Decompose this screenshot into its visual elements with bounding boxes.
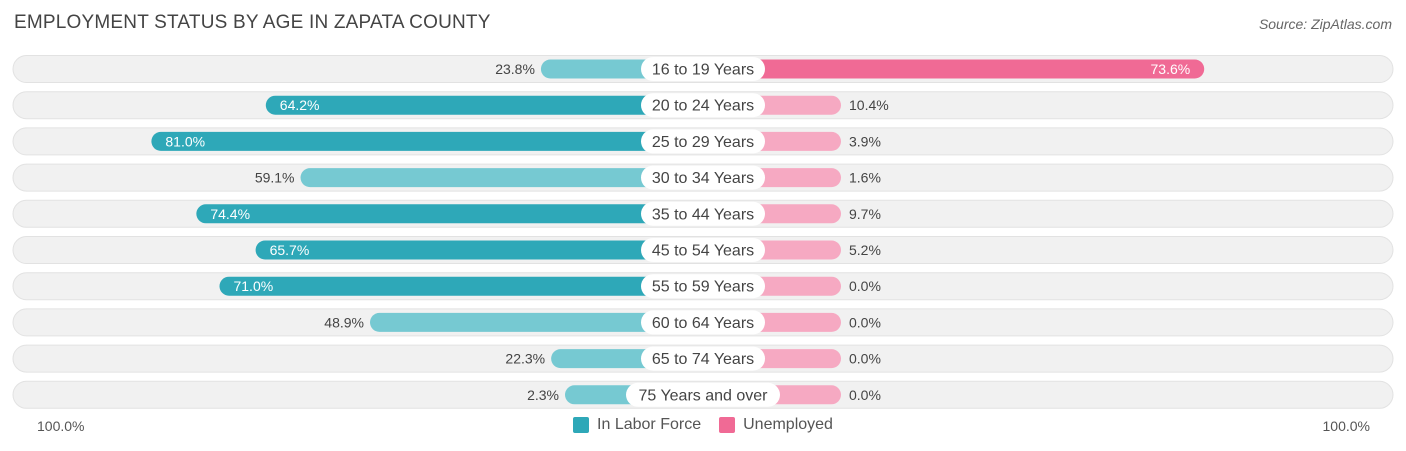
- category-label: 60 to 64 Years: [652, 315, 754, 332]
- bar-labor-force: [265, 95, 703, 115]
- chart-row: 20 to 24 Years 64.2% 10.4%: [12, 91, 1394, 120]
- axis-left-label: 100.0%: [37, 418, 85, 434]
- axis-right-label: 100.0%: [1322, 418, 1370, 434]
- bar-labor-force: [151, 131, 703, 151]
- value-label-labor-force: 59.1%: [255, 170, 295, 186]
- chart-row: 75 Years and over 2.3% 0.0%: [12, 380, 1394, 409]
- value-label-unemployed: 0.0%: [849, 351, 881, 367]
- value-label-labor-force: 23.8%: [495, 61, 535, 77]
- value-label-unemployed: 0.0%: [849, 278, 881, 294]
- bar-labor-force: [369, 312, 703, 332]
- value-label-labor-force: 65.7%: [270, 242, 310, 258]
- value-label-unemployed: 3.9%: [849, 133, 881, 149]
- value-label-unemployed: 0.0%: [849, 314, 881, 330]
- category-label: 20 to 24 Years: [652, 98, 754, 115]
- chart-row: 16 to 19 Years 23.8% 73.6%: [12, 55, 1394, 83]
- category-label: 65 to 74 Years: [652, 351, 754, 368]
- category-pill: [641, 346, 765, 371]
- value-label-labor-force: 81.0%: [165, 133, 205, 149]
- chart-row: 30 to 34 Years 59.1% 1.6%: [12, 163, 1394, 192]
- legend-item-unemployed: Unemployed: [719, 416, 833, 434]
- legend-label-labor-force: In Labor Force: [597, 416, 702, 433]
- value-label-labor-force: 48.9%: [324, 314, 364, 330]
- legend-item-labor-force: In Labor Force: [573, 416, 701, 434]
- chart-row: 55 to 59 Years 71.0% 0.0%: [12, 272, 1394, 301]
- category-label: 16 to 19 Years: [652, 62, 754, 79]
- legend: In Labor Force Unemployed: [0, 416, 1406, 434]
- category-pill: [641, 274, 765, 299]
- bar-unemployed: [703, 59, 1205, 79]
- chart-row: 65 to 74 Years 22.3% 0.0%: [12, 344, 1394, 373]
- category-label: 35 to 44 Years: [652, 206, 754, 223]
- bar-labor-force: [196, 204, 703, 224]
- chart-row: 35 to 44 Years 74.4% 9.7%: [12, 199, 1394, 228]
- category-label: 30 to 34 Years: [652, 170, 754, 187]
- category-pill: [626, 382, 780, 407]
- category-label: 25 to 29 Years: [652, 134, 754, 151]
- bar-labor-force: [255, 240, 703, 260]
- category-pill: [641, 93, 765, 118]
- category-pill: [641, 201, 765, 226]
- value-label-labor-force: 64.2%: [280, 97, 320, 113]
- value-label-labor-force: 22.3%: [505, 351, 545, 367]
- value-label-unemployed: 9.7%: [849, 206, 881, 222]
- category-pill: [641, 238, 765, 262]
- chart-row: 60 to 64 Years 48.9% 0.0%: [12, 308, 1394, 337]
- value-label-unemployed: 73.6%: [1151, 61, 1191, 77]
- chart-row: 45 to 54 Years 65.7% 5.2%: [12, 236, 1394, 264]
- category-pill: [641, 129, 765, 154]
- value-label-unemployed: 10.4%: [849, 97, 889, 113]
- legend-label-unemployed: Unemployed: [743, 416, 833, 433]
- category-label: 45 to 54 Years: [652, 243, 754, 260]
- chart-row: 25 to 29 Years 81.0% 3.9%: [12, 127, 1394, 156]
- source-note: Source: ZipAtlas.com: [1258, 16, 1392, 32]
- category-pill: [641, 57, 765, 81]
- category-pill: [641, 165, 765, 190]
- value-label-unemployed: 0.0%: [849, 387, 881, 403]
- value-label-labor-force: 74.4%: [210, 206, 250, 222]
- bar-chart: 16 to 19 Years 23.8% 73.6% 20 to 24 Years 64…: [12, 55, 1394, 409]
- category-label: 75 Years and over: [639, 387, 769, 404]
- bar-labor-force: [219, 276, 704, 296]
- category-label: 55 to 59 Years: [652, 279, 754, 296]
- value-label-unemployed: 1.6%: [849, 170, 881, 186]
- category-pill: [641, 310, 765, 335]
- value-label-unemployed: 5.2%: [849, 242, 881, 258]
- bar-labor-force: [300, 168, 703, 188]
- chart-title: EMPLOYMENT STATUS BY AGE IN ZAPATA COUNT…: [14, 12, 491, 33]
- value-label-labor-force: 71.0%: [233, 278, 273, 294]
- legend-swatch-unemployed: [719, 417, 736, 433]
- legend-swatch-labor-force: [573, 417, 590, 433]
- value-label-labor-force: 2.3%: [527, 387, 559, 403]
